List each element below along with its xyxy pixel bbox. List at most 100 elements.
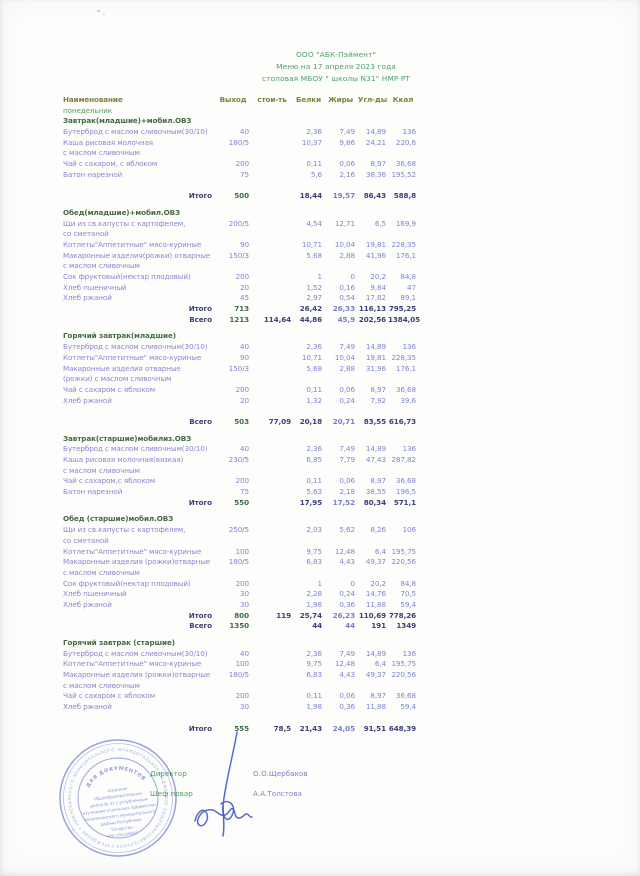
chef-name: А.А.Толстова	[253, 789, 302, 798]
value-vykhod: 200	[235, 476, 250, 486]
menu-row: Чай с сахаром с яблоком 200 0,11 0,06 8,97 36…	[63, 691, 423, 702]
value-zhiry: 2,18	[339, 487, 355, 497]
value-stoimost	[251, 557, 293, 568]
dish-name: (рожки) с маслом сливочным	[63, 374, 172, 384]
value-vykhod: 100	[235, 659, 250, 669]
value-stoimost	[251, 487, 293, 498]
dish-name: Котлеты"Аппетитные" мясо-куриные	[63, 546, 202, 556]
value-uglevody: 19,81	[365, 352, 386, 362]
dish-name: Макаронные изделия (рожки)отварные	[63, 670, 211, 680]
dish-name: Щи из св.капусты с картофелем,	[63, 218, 186, 228]
value-zhiry: 0,06	[339, 476, 355, 486]
value-kkal: 47	[407, 282, 416, 292]
value-belki: 1,32	[306, 395, 322, 405]
value-kkal: 228,35	[391, 239, 416, 249]
stamp-line: Татарстан	[110, 824, 134, 832]
value-uglevody	[357, 229, 388, 240]
value-kkal: 106	[402, 525, 417, 535]
value-zhiry	[324, 681, 357, 692]
dish-name: Хлеб пшеничный	[63, 282, 127, 292]
menu-row: со сметаной	[63, 536, 423, 547]
menu-row: Котлеты"Аппетитные" мясо-куриные 90 10,71 1…	[63, 240, 423, 251]
value-vykhod: 180/5	[228, 137, 249, 147]
value-vykhod: 550	[234, 497, 249, 507]
value-zhiry: 12,48	[334, 546, 355, 556]
value-uglevody: 19,81	[365, 239, 386, 249]
value-belki: 26,42	[299, 304, 322, 314]
value-vykhod: 30	[240, 702, 249, 712]
value-kkal: 169,9	[395, 218, 416, 228]
menu-section: Обед(младшие)+мобил.ОВЗ Щи из св.капусты …	[63, 208, 423, 326]
dish-name: с маслом сливочным	[63, 567, 140, 577]
value-vykhod: 45	[240, 293, 249, 303]
value-kkal	[388, 148, 418, 159]
value-stoimost	[251, 148, 293, 159]
scan-speck	[97, 10, 100, 12]
value-uglevody	[357, 261, 388, 272]
menu-row: Щи из св.капусты с картофелем, 250/5 2,03 5…	[63, 525, 423, 536]
value-belki: 0,11	[306, 476, 322, 486]
spacer-row	[63, 406, 423, 417]
value-zhiry: 2,16	[339, 169, 355, 179]
value-vykhod: 100	[235, 546, 250, 556]
value-belki: 1,52	[306, 282, 322, 292]
value-kkal	[388, 229, 418, 240]
column-header-row: Наименование Выход стои-ть Белки Жиры Уг…	[63, 95, 423, 106]
value-vykhod: 30	[240, 589, 249, 599]
stamp-line: района Республики	[100, 817, 142, 827]
canteen-line: столовая МБОУ " школы N31" НМР РТ	[261, 74, 411, 83]
value-stoimost	[251, 444, 293, 455]
value-stoimost	[251, 251, 293, 262]
dish-name: Макаронные изделия отварные	[63, 363, 181, 373]
value-belki: 5,6	[310, 169, 322, 179]
section-title: Горячий завтрак (старшие)	[63, 638, 175, 647]
menu-row: Хлеб ржаной 30 1,98 0,36 11,88 59,4	[63, 600, 423, 611]
menu-row: Батон нарезной 75 5,6 2,16 38,36 195,52	[63, 170, 423, 181]
value-vykhod: 800	[234, 610, 249, 620]
value-vykhod: 200	[235, 272, 250, 281]
value-belki: 2,36	[306, 648, 322, 658]
value-kkal: 220,6	[395, 137, 416, 147]
value-uglevody: 110,69	[358, 610, 386, 620]
total-label: Всего	[189, 621, 212, 631]
value-zhiry: 0,36	[339, 599, 355, 609]
col-header-name: Наименование	[63, 95, 123, 104]
value-stoimost	[251, 293, 293, 304]
value-vykhod: 150/3	[228, 250, 249, 260]
value-uglevody	[357, 466, 388, 477]
value-stoimost	[251, 681, 293, 692]
dish-name: Чай с сахаром с яблоком	[63, 691, 156, 701]
total-label: Всего	[189, 416, 212, 426]
menu-row: со сметаной	[63, 229, 423, 240]
menu-row: Хлеб ржаной 20 1,32 0,24 7,92 39,6	[63, 396, 423, 407]
dish-name: Сок фруктовый(нектар плодовый)	[63, 272, 191, 281]
value-stoimost	[251, 547, 293, 558]
value-kkal: 1384,05	[388, 314, 421, 324]
menu-row: Сок фруктовый(нектар плодовый) 200 1 0 20,2 8…	[63, 272, 423, 283]
value-zhiry: 7,79	[339, 455, 355, 464]
value-belki	[293, 374, 324, 385]
value-vykhod: 90	[240, 239, 249, 249]
dish-name: Котлеты"Аппетитные" мясо-куриные	[63, 659, 202, 669]
section-title: Горячий завтрак(младшие)	[63, 331, 176, 341]
col-header-stoimost: стои-ть	[257, 95, 287, 104]
dish-name: Чай с сахаром с яблоком	[63, 384, 156, 394]
menu-row: Котлеты"Аппетитные" мясо-куриные 90 10,71 1…	[63, 353, 423, 364]
value-belki: 2,28	[306, 589, 322, 599]
value-stoimost	[251, 600, 293, 611]
value-zhiry: 7,49	[339, 342, 355, 352]
value-uglevody: 31,96	[365, 363, 386, 373]
menu-row: Батон нарезной 75 5,63 2,18 38,55 196,5	[63, 487, 423, 498]
menu-row: с маслом сливочным	[63, 148, 423, 159]
value-belki: 2,36	[306, 444, 322, 454]
value-vykhod: 40	[240, 127, 249, 137]
dish-name: Хлеб ржаной	[63, 702, 112, 712]
value-zhiry: 7,49	[339, 444, 355, 454]
value-belki: 5,68	[306, 250, 322, 260]
total-row: Всего 1213 114,64 44,86 45,9 202,56 1384,05	[63, 315, 423, 326]
value-uglevody: 9,84	[370, 282, 386, 292]
value-belki	[293, 568, 324, 579]
value-stoimost	[251, 219, 293, 230]
value-stoimost	[251, 536, 293, 547]
